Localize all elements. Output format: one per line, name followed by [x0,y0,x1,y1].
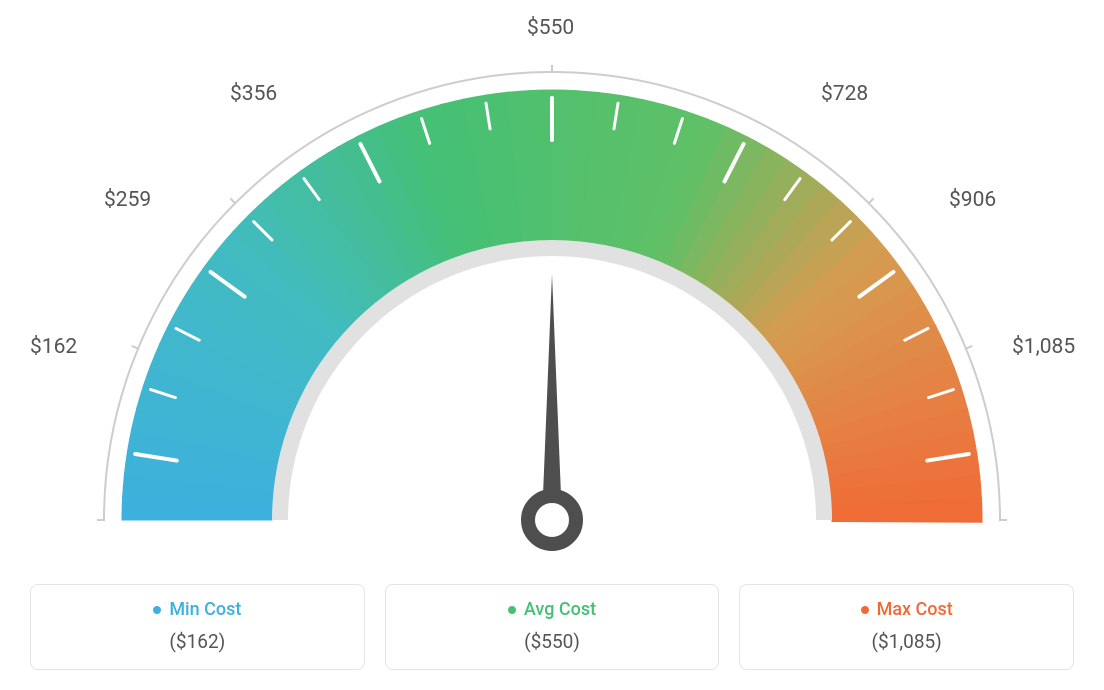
cost-gauge-chart: $162 $259 $356 $550 $728 $906 $1,085 Min Cost … [0,0,1104,690]
gauge-area: $162 $259 $356 $550 $728 $906 $1,085 [0,0,1104,560]
legend-avg-label: Avg Cost [524,599,596,620]
legend-avg: Avg Cost ($550) [385,584,720,670]
legend-avg-value: ($550) [396,630,709,653]
gauge-tick-label: $550 [527,16,574,40]
legend-avg-label-row: Avg Cost [396,599,709,620]
gauge-svg [0,0,1104,560]
gauge-tick-label: $906 [949,188,996,212]
legend-row: Min Cost ($162) Avg Cost ($550) Max Cost… [0,584,1104,670]
legend-avg-dot [508,606,516,614]
gauge-tick-label: $1,085 [1012,335,1075,359]
legend-max-dot [861,606,869,614]
legend-min: Min Cost ($162) [30,584,365,670]
legend-max: Max Cost ($1,085) [739,584,1074,670]
gauge-tick-label: $728 [821,82,868,106]
legend-max-value: ($1,085) [750,630,1063,653]
legend-min-label: Min Cost [169,599,241,620]
legend-max-label: Max Cost [877,599,953,620]
gauge-tick-label: $356 [230,82,277,106]
legend-min-value: ($162) [41,630,354,653]
legend-min-dot [153,606,161,614]
legend-max-label-row: Max Cost [750,599,1063,620]
legend-min-label-row: Min Cost [41,599,354,620]
gauge-tick-label: $259 [104,188,151,212]
gauge-tick-label: $162 [30,335,77,359]
